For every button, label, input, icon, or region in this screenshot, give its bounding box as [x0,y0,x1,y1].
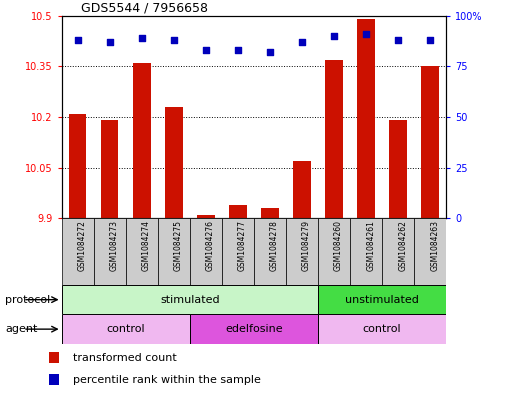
Bar [49,352,60,363]
Bar [133,63,150,218]
Bar [69,114,86,218]
Bar [197,215,214,218]
Bar [93,218,126,285]
Text: control: control [363,324,402,334]
Text: GSM1084272: GSM1084272 [77,220,87,271]
Text: control: control [106,324,145,334]
Text: GSM1084279: GSM1084279 [302,220,311,271]
Bar [158,218,190,285]
Bar [229,205,247,218]
Point [73,37,82,43]
Bar [254,218,286,285]
Point [266,49,274,55]
Bar [261,208,279,218]
Text: GDS5544 / 7956658: GDS5544 / 7956658 [81,2,208,15]
Point [202,47,210,53]
Bar [422,66,439,218]
Bar [293,161,311,218]
Text: GSM1084273: GSM1084273 [110,220,119,271]
Bar [190,218,222,285]
Text: edelfosine: edelfosine [225,324,283,334]
Text: GSM1084274: GSM1084274 [142,220,151,271]
Bar [389,120,407,218]
Bar [101,120,119,218]
Bar [62,285,318,314]
Bar [318,285,446,314]
Text: GSM1084262: GSM1084262 [398,220,407,271]
Text: agent: agent [5,324,37,334]
Bar [415,218,446,285]
Bar [358,19,375,218]
Text: GSM1084277: GSM1084277 [238,220,247,271]
Text: GSM1084278: GSM1084278 [270,220,279,271]
Point [234,47,242,53]
Text: unstimulated: unstimulated [345,295,419,305]
Text: stimulated: stimulated [160,295,220,305]
Point [426,37,435,43]
Bar [62,314,190,344]
Text: GSM1084276: GSM1084276 [206,220,215,271]
Text: GSM1084275: GSM1084275 [174,220,183,271]
Point [137,35,146,41]
Bar [350,218,382,285]
Bar [382,218,415,285]
Point [330,33,338,39]
Bar [62,218,93,285]
Text: GSM1084263: GSM1084263 [430,220,439,271]
Point [394,37,402,43]
Bar [318,314,446,344]
Text: protocol: protocol [5,295,50,305]
Text: GSM1084261: GSM1084261 [366,220,375,271]
Bar [286,218,318,285]
Point [170,37,178,43]
Point [106,39,114,45]
Point [362,31,370,37]
Bar [126,218,158,285]
Text: percentile rank within the sample: percentile rank within the sample [73,375,261,385]
Bar [325,60,343,218]
Bar [165,107,183,218]
Text: GSM1084260: GSM1084260 [334,220,343,271]
Bar [49,374,60,385]
Bar [190,314,318,344]
Bar [222,218,254,285]
Bar [318,218,350,285]
Point [298,39,306,45]
Text: transformed count: transformed count [73,353,177,363]
